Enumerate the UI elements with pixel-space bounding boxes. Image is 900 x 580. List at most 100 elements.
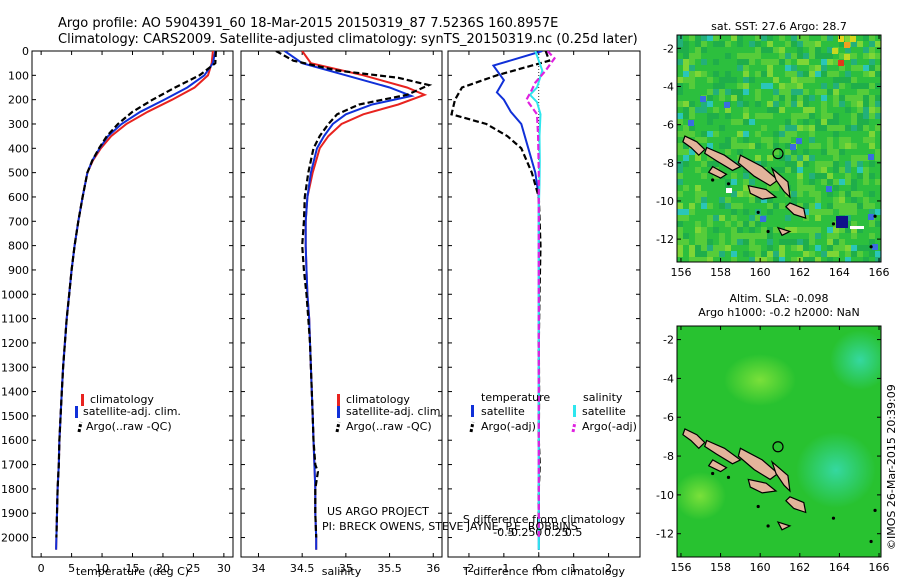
sst-pixel: [797, 47, 803, 53]
sst-pixel: [707, 239, 713, 245]
sst-map: 156 158 160 162 164 166 -2 -4 -6 -8 -10 -12: [656, 34, 890, 279]
sst-pixel: [761, 161, 767, 167]
sst-pixel: [791, 131, 797, 137]
sst-pixel: [731, 203, 737, 209]
sst-pixel: [809, 95, 815, 101]
sst-pixel: [761, 59, 767, 65]
salinity-plot-frame: [240, 50, 443, 558]
sst-pixel: [875, 71, 881, 77]
sst-pixel: [797, 77, 803, 83]
difference-x-axis-label: T difference from climatology: [462, 565, 625, 578]
sst-pixel: [839, 239, 845, 245]
sst-pixel: [815, 41, 821, 47]
sst-pixel: [869, 143, 875, 149]
sst-pixel: [845, 245, 851, 251]
sst-pixel: [725, 203, 731, 209]
sst-pixel: [869, 65, 875, 71]
x-tick-label: -2: [463, 562, 474, 575]
sst-pixel: [719, 233, 725, 239]
sst-pixel: [833, 83, 839, 89]
sst-pixel: [839, 191, 845, 197]
sst-pixel: [767, 113, 773, 119]
sst-pixel: [821, 173, 827, 179]
sst-pixel: [773, 149, 779, 155]
sst-pixel: [719, 251, 725, 257]
islet: [873, 214, 877, 218]
island-shape: [682, 135, 706, 157]
sst-pixel: [683, 143, 689, 149]
sst-pixel: [761, 251, 767, 257]
sst-pixel: [863, 35, 869, 41]
sst-pixel: [815, 143, 821, 149]
sst-pixel: [701, 71, 707, 77]
legend-label-argo: Argo(..raw -QC): [346, 420, 432, 433]
sst-pixel: [773, 107, 779, 113]
sst-pixel: [863, 155, 869, 161]
sst-pixel: [701, 233, 707, 239]
sst-pixel: [713, 131, 719, 137]
sst-pixel: [839, 125, 845, 131]
sst-pixel: [677, 113, 683, 119]
sst-pixel: [695, 137, 701, 143]
sst-pixel: [737, 227, 743, 233]
sst-pixel: [767, 227, 773, 233]
sst-pixel: [821, 107, 827, 113]
sst-pixel: [761, 233, 767, 239]
sst-pixel: [827, 245, 833, 251]
sst-pixel: [767, 101, 773, 107]
sst-pixel: [875, 257, 881, 262]
sst-pixel: [707, 203, 713, 209]
sst-pixel: [689, 125, 695, 131]
sst-pixel: [815, 173, 821, 179]
sst-pixel: [779, 53, 785, 59]
sst-pixel: [857, 65, 863, 71]
sst-pixel: [791, 65, 797, 71]
sst-pixel: [845, 47, 851, 53]
sst-pixel: [683, 239, 689, 245]
sst-pixel: [857, 203, 863, 209]
sst-pixel: [827, 179, 833, 185]
sst-pixel: [677, 245, 683, 251]
sst-pixel: [683, 149, 689, 155]
depth-tick-label: 1600: [1, 434, 29, 447]
panel-difference: -2 -1 0 1 2T difference from climatology -0.5…: [447, 50, 641, 578]
sst-pixel: [815, 65, 821, 71]
sst-pixel: [863, 257, 869, 262]
island-shape: [747, 184, 778, 200]
sst-pixel: [845, 209, 851, 215]
sst-pixel: [767, 41, 773, 47]
sst-pixel: [821, 209, 827, 215]
sst-pixel: [851, 227, 857, 233]
sst-pixel: [713, 83, 719, 89]
sst-pixel: [719, 89, 725, 95]
sst-pixel: [725, 89, 731, 95]
depth-tick-label: 600: [8, 191, 29, 204]
sst-pixel: [869, 47, 875, 53]
sst-pixel: [683, 233, 689, 239]
sst-pixel: [869, 113, 875, 119]
sst-pixel: [689, 83, 695, 89]
sst-pixel: [785, 83, 791, 89]
sst-pixel: [689, 77, 695, 83]
sst-pixel: [719, 143, 725, 149]
sst-pixel: [761, 35, 767, 41]
x-tick-label: 5: [68, 562, 75, 575]
depth-tick-label: 400: [8, 142, 29, 155]
sst-pixel: [701, 239, 707, 245]
sst-pixel: [767, 143, 773, 149]
temperature-series: [55, 51, 217, 550]
sst-pixel: [833, 161, 839, 167]
sst-pixel: [689, 71, 695, 77]
sst-pixel: [845, 203, 851, 209]
sst-pixel: [809, 251, 815, 257]
sst-pixel: [851, 191, 857, 197]
sst-pixel: [851, 95, 857, 101]
sst-pixel: [779, 155, 785, 161]
sst-pixel: [863, 53, 869, 59]
depth-tick-label: 1100: [1, 313, 29, 326]
sst-pixel: [767, 47, 773, 53]
sst-pixel: [731, 191, 737, 197]
sst-pixel: [779, 239, 785, 245]
sst-pixel: [677, 215, 683, 221]
sst-pixel: [785, 227, 791, 233]
